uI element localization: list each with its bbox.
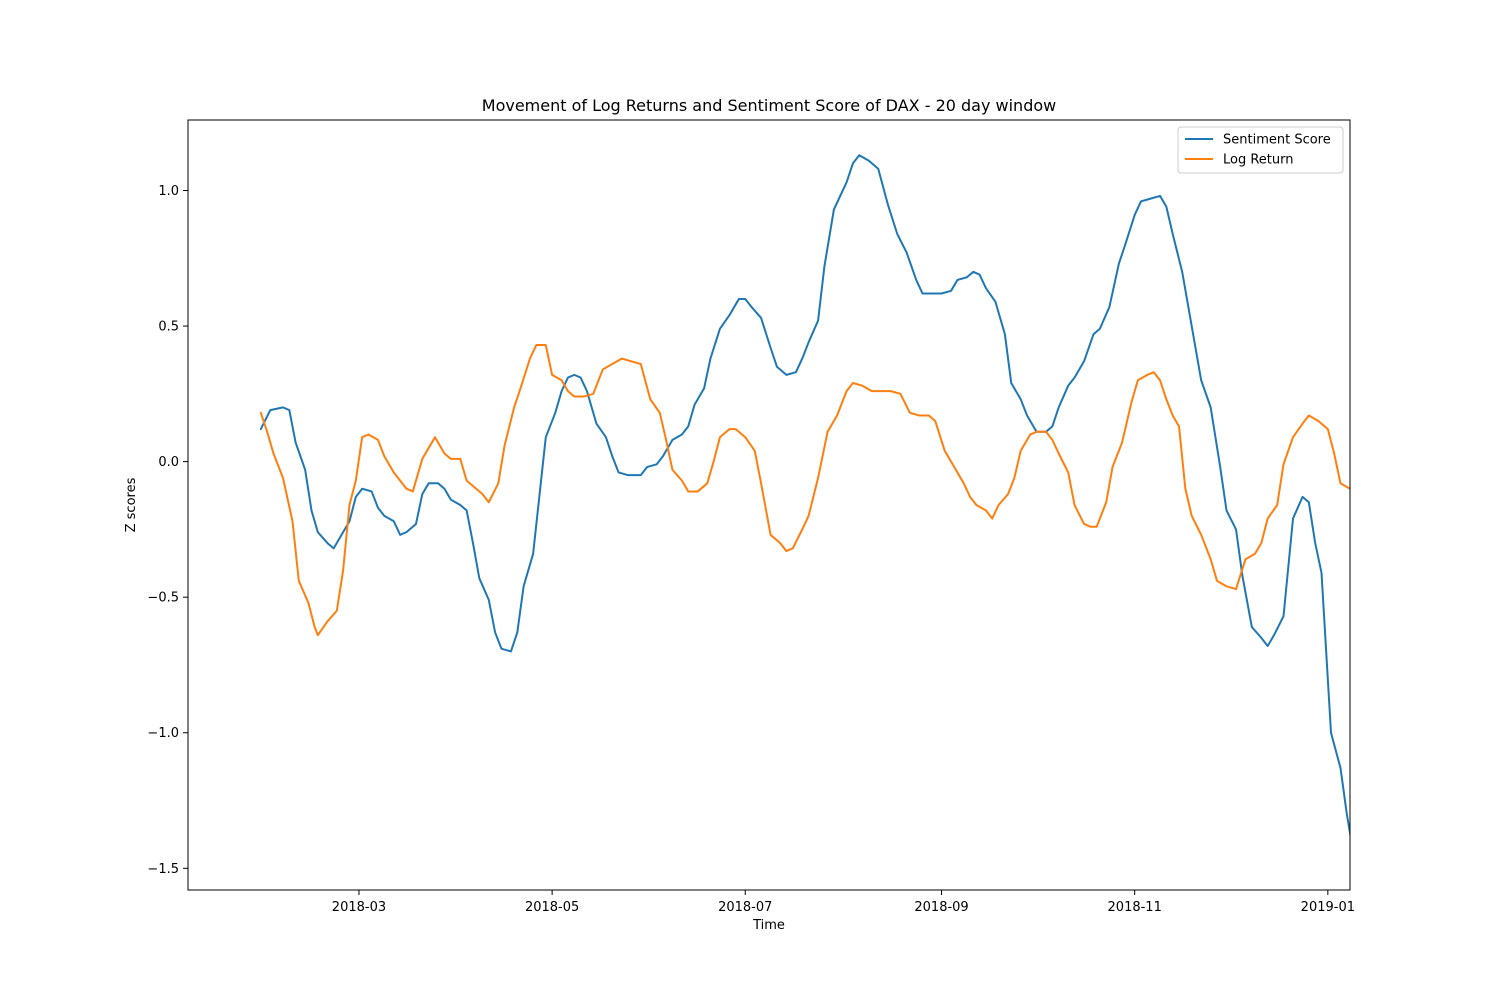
series-line-log-return (259, 344, 1350, 637)
y-tick-label: −1.5 (147, 862, 179, 877)
y-axis-ticks: 1.0 0.5 0.0 −0.5 −1.0 −1.5 (147, 184, 188, 877)
x-tick-label: 2018-07 (718, 900, 772, 915)
x-axis-label: Time (752, 918, 785, 933)
legend-label-log-return: Log Return (1223, 153, 1294, 168)
x-tick-label: 2018-05 (525, 900, 579, 915)
y-tick-label: −1.0 (147, 726, 179, 741)
y-tick-label: 0.5 (158, 320, 179, 335)
y-tick-label: −0.5 (147, 591, 179, 606)
legend-box (1177, 126, 1344, 174)
plot-frame (187, 119, 1351, 891)
y-axis-label: Z scores (124, 477, 139, 532)
series-line-sentiment-score (259, 154, 1350, 840)
x-axis-ticks: 2018-03 2018-05 2018-07 2018-09 2018-11 2019-… (332, 890, 1355, 915)
plot-area (187, 119, 1351, 891)
y-tick-label: 0.0 (158, 455, 179, 470)
x-tick-label: 2018-03 (332, 900, 386, 915)
x-tick-label: 2018-09 (914, 900, 968, 915)
x-tick-label: 2019-01 (1301, 900, 1355, 915)
chart-title: Movement of Log Returns and Sentiment Sc… (482, 96, 1056, 115)
x-tick-label: 2018-11 (1108, 900, 1162, 915)
y-tick-label: 1.0 (158, 184, 179, 199)
legend: Sentiment Score Log Return (1177, 126, 1344, 174)
legend-label-sentiment-score: Sentiment Score (1223, 133, 1331, 148)
